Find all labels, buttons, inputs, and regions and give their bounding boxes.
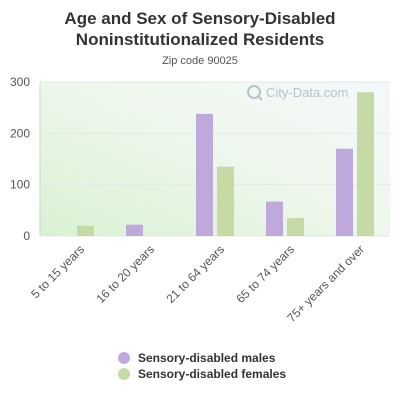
- legend-item-males: Sensory-disabled males: [118, 350, 286, 366]
- x-tick-label: 65 to 74 years: [233, 242, 297, 306]
- x-tick-label: 16 to 20 years: [93, 242, 157, 306]
- y-tick-label: 300: [10, 75, 30, 89]
- x-tick-label: 75+ years and over: [284, 242, 367, 325]
- y-tick-label: 0: [23, 229, 30, 243]
- magnifier-icon: [247, 85, 263, 101]
- legend-item-females: Sensory-disabled females: [118, 366, 286, 382]
- plot-area: [40, 82, 390, 236]
- chart-title-line-1: Age and Sex of Sensory-Disabled: [64, 9, 336, 28]
- bar-males: [336, 148, 353, 236]
- watermark-text: City-Data.com: [266, 85, 348, 100]
- bar-males: [196, 113, 213, 236]
- bar-females: [357, 92, 374, 237]
- legend-swatch-males: [118, 352, 130, 364]
- x-tick-label: 5 to 15 years: [28, 242, 87, 301]
- legend-label-females: Sensory-disabled females: [138, 367, 287, 381]
- bar-females: [77, 225, 94, 236]
- chart-subtitle: Zip code 90025: [162, 55, 238, 67]
- y-tick-label: 200: [10, 126, 30, 140]
- watermark: City-Data.com: [247, 85, 348, 101]
- chart-title-line-2: Noninstitutionalized Residents: [75, 30, 325, 49]
- x-tick-label: 21 to 64 years: [163, 242, 227, 306]
- bar-females: [217, 166, 234, 236]
- chart-legend: Sensory-disabled males Sensory-disabled …: [118, 350, 286, 382]
- bar-females: [287, 218, 304, 236]
- bar-males: [266, 201, 283, 236]
- legend-label-males: Sensory-disabled males: [138, 351, 276, 365]
- chart-title: Age and Sex of Sensory-Disabled Noninsti…: [0, 8, 400, 50]
- legend-swatch-females: [118, 368, 130, 380]
- bar-males: [126, 224, 143, 236]
- y-tick-label: 100: [10, 178, 30, 192]
